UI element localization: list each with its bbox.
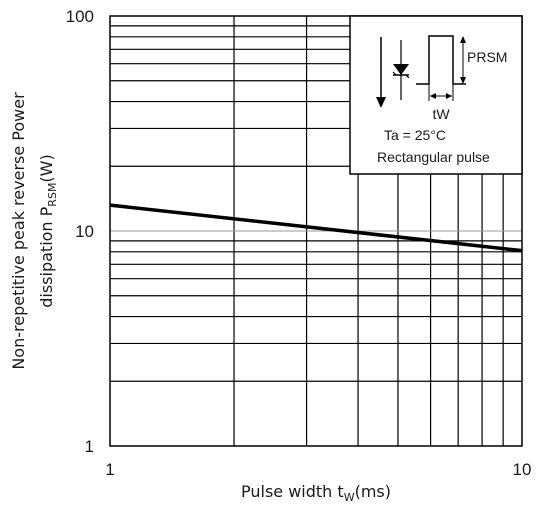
prsm-label: PRSM bbox=[467, 49, 507, 65]
x-axis-label-main: Pulse width t bbox=[241, 482, 344, 501]
ta-label: Ta = 25°C bbox=[384, 127, 446, 143]
plot-frame bbox=[109, 15, 523, 447]
y-tick-label-1: 1 bbox=[85, 437, 94, 456]
y-axis-label-line2-main: dissipation P bbox=[37, 206, 56, 307]
prsm-arrow-down-icon bbox=[460, 77, 466, 84]
y-axis-label-sub: RSM bbox=[46, 183, 59, 207]
y-axis-label: Non-repetitive peak reverse Power dissip… bbox=[9, 92, 59, 370]
inset-frame bbox=[349, 15, 523, 175]
y-axis-label-line2: dissipation PRSM(W) bbox=[37, 154, 59, 308]
zener-bend-icon bbox=[392, 71, 410, 79]
prsm-arrow-up-icon bbox=[460, 36, 466, 43]
pulse-type-label: Rectangular pulse bbox=[377, 149, 490, 165]
series-group bbox=[109, 203, 523, 253]
y-axis-label-line1: Non-repetitive peak reverse Power bbox=[9, 92, 28, 370]
x-tick-label-1: 1 bbox=[105, 460, 114, 479]
tw-label: tW bbox=[432, 106, 450, 122]
series-line bbox=[109, 203, 523, 253]
rectangular-pulse-icon bbox=[416, 35, 466, 85]
inset-box: PRSM tW Ta = 25°C Rectangular pulse bbox=[349, 15, 523, 175]
x-tick-label-10: 10 bbox=[513, 460, 532, 479]
x-axis-label-suffix: (ms) bbox=[355, 482, 391, 501]
diode-symbol-icon bbox=[393, 64, 409, 75]
x-axis-label: Pulse width tW(ms) bbox=[241, 482, 391, 504]
y-tick-label-100: 100 bbox=[66, 7, 94, 26]
y-tick-label-10: 10 bbox=[75, 222, 94, 241]
tw-arrow-left-icon bbox=[430, 93, 436, 99]
y-axis-label-suffix: (W) bbox=[37, 154, 56, 182]
current-arrowhead-icon bbox=[376, 97, 386, 108]
tw-arrow-right-icon bbox=[446, 93, 452, 99]
x-axis-label-sub: W bbox=[344, 491, 355, 504]
